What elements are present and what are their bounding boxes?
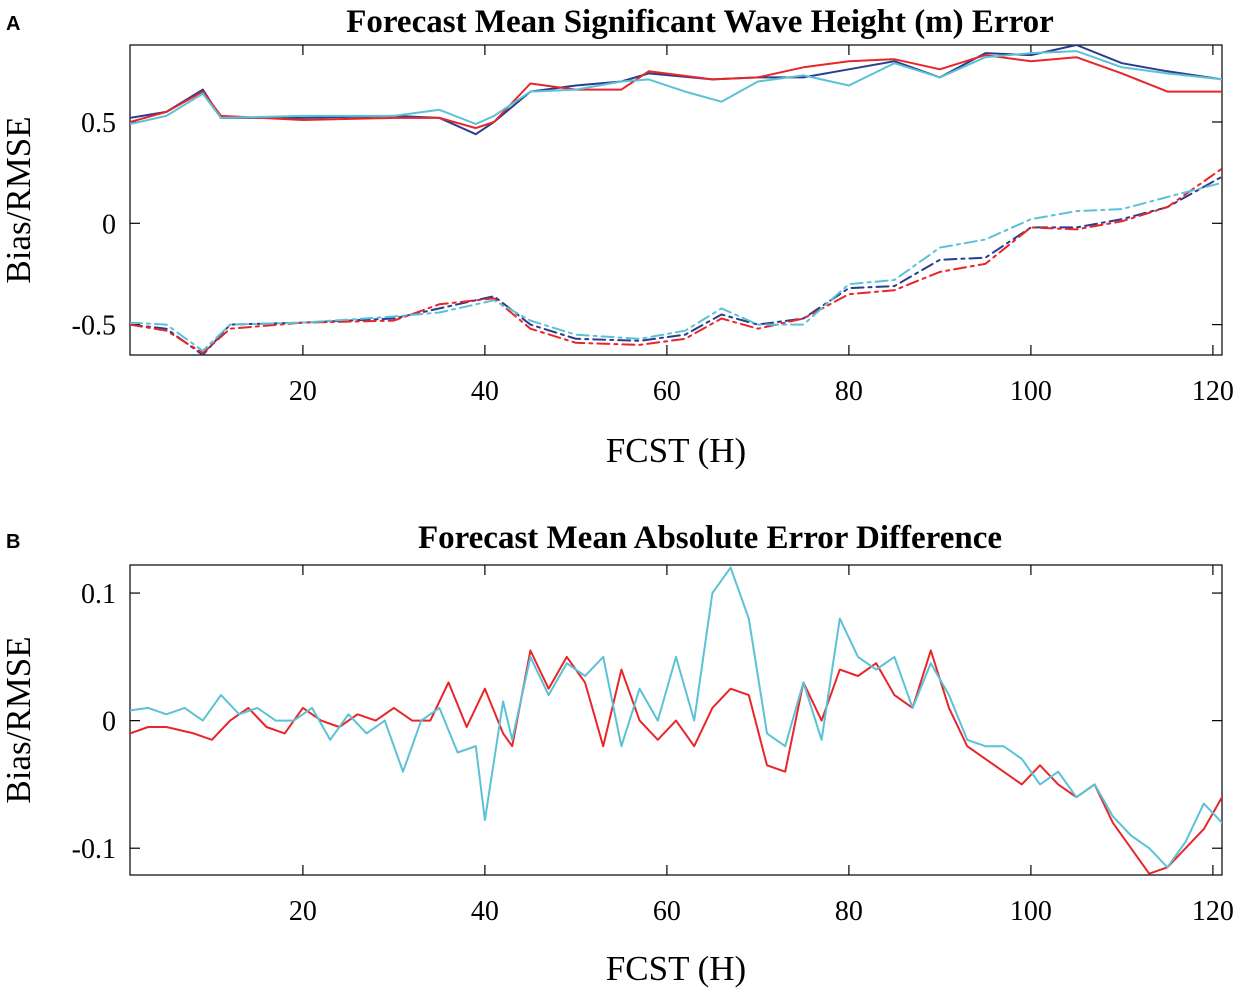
panel-b-series	[130, 566, 1222, 875]
x-tick-label: 20	[289, 896, 317, 927]
series-line-6	[130, 181, 1222, 352]
y-tick-label: -0.1	[72, 834, 116, 865]
panel-b-y-axis-label: Bias/RMSE	[0, 636, 38, 803]
panel-a-chart: A Forecast Mean Significant Wave Height …	[0, 4, 1234, 470]
series-line-5	[130, 167, 1222, 354]
x-tick-label: 80	[835, 376, 863, 407]
panel-a-ticks: 20 40 60 80 100 120 -0.5 0 0.5	[72, 45, 1234, 407]
x-tick-label: 100	[1010, 896, 1052, 927]
x-tick-label: 60	[653, 376, 681, 407]
y-tick-label: 0.5	[81, 108, 116, 139]
x-tick-label: 60	[653, 896, 681, 927]
panel-a-letter: A	[6, 13, 20, 35]
panel-a-x-axis-label: FCST (H)	[606, 431, 746, 470]
x-tick-label: 40	[471, 896, 499, 927]
panel-a-plot-frame	[129, 44, 1223, 356]
series-line-1	[130, 649, 1222, 875]
x-tick-label: 80	[835, 896, 863, 927]
x-tick-label: 120	[1192, 896, 1234, 927]
panel-a-y-axis-label: Bias/RMSE	[0, 116, 38, 283]
series-line-2	[130, 54, 1222, 130]
panel-b-ticks: 20 40 60 80 100 120 -0.1 0 0.1	[72, 565, 1234, 927]
series-line-4	[130, 175, 1222, 355]
series-line-1	[130, 45, 1222, 136]
y-tick-label: 0.1	[81, 579, 116, 610]
y-tick-label: 0	[102, 707, 116, 738]
y-tick-label: -0.5	[72, 311, 116, 342]
x-tick-label: 100	[1010, 376, 1052, 407]
panel-b-chart: B Forecast Mean Absolute Error Differenc…	[0, 520, 1234, 988]
panel-b-letter: B	[6, 531, 20, 553]
panel-b-x-axis-label: FCST (H)	[606, 949, 746, 988]
panel-b-plot-frame	[129, 564, 1223, 876]
x-tick-label: 120	[1192, 376, 1234, 407]
panel-a-title: Forecast Mean Significant Wave Height (m…	[346, 4, 1054, 40]
series-line-2	[130, 566, 1222, 869]
x-tick-label: 20	[289, 376, 317, 407]
panel-a-series	[130, 45, 1222, 355]
x-tick-label: 40	[471, 376, 499, 407]
series-line-3	[130, 50, 1222, 125]
y-tick-label: 0	[102, 209, 116, 240]
panel-b-title: Forecast Mean Absolute Error Difference	[418, 520, 1002, 556]
